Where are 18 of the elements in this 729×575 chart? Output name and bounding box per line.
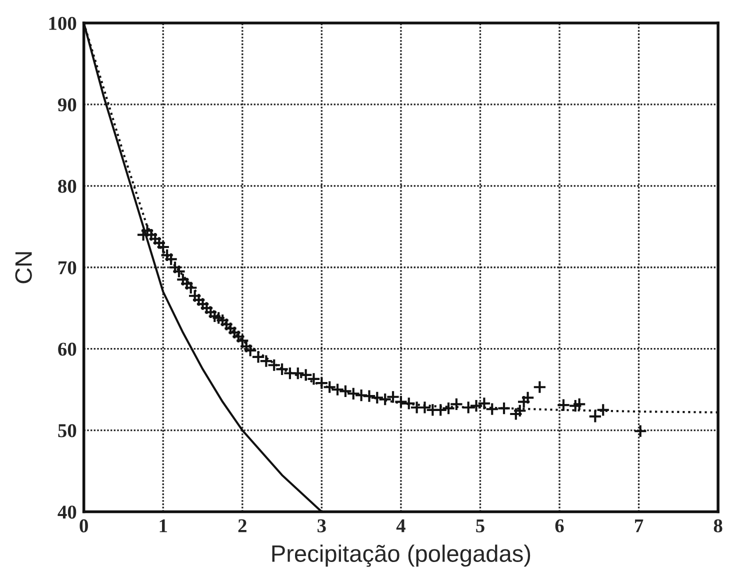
x-tick-label: 8 xyxy=(714,519,722,532)
x-tick-label: 7 xyxy=(635,519,644,532)
y-tick-label: 50 xyxy=(58,424,76,438)
x-tick-label: 5 xyxy=(476,519,484,532)
x-tick-label: 3 xyxy=(318,519,326,532)
y-axis-title: CN xyxy=(15,252,32,284)
x-tick-label: 4 xyxy=(396,519,406,532)
y-tick-label: 70 xyxy=(58,261,76,274)
y-tick-label: 60 xyxy=(58,342,76,356)
x-tick-label: 1 xyxy=(160,519,167,532)
x-axis-title: Precipitação (polegadas) xyxy=(272,544,530,567)
y-tick-label: 90 xyxy=(58,98,76,112)
y-tick-label: 100 xyxy=(49,16,76,30)
x-tick-label: 6 xyxy=(555,519,564,532)
x-tick-label: 0 xyxy=(80,519,88,532)
y-tick-label: 40 xyxy=(58,506,76,519)
x-tick-label: 2 xyxy=(238,519,246,532)
y-tick-label: 80 xyxy=(58,180,76,193)
